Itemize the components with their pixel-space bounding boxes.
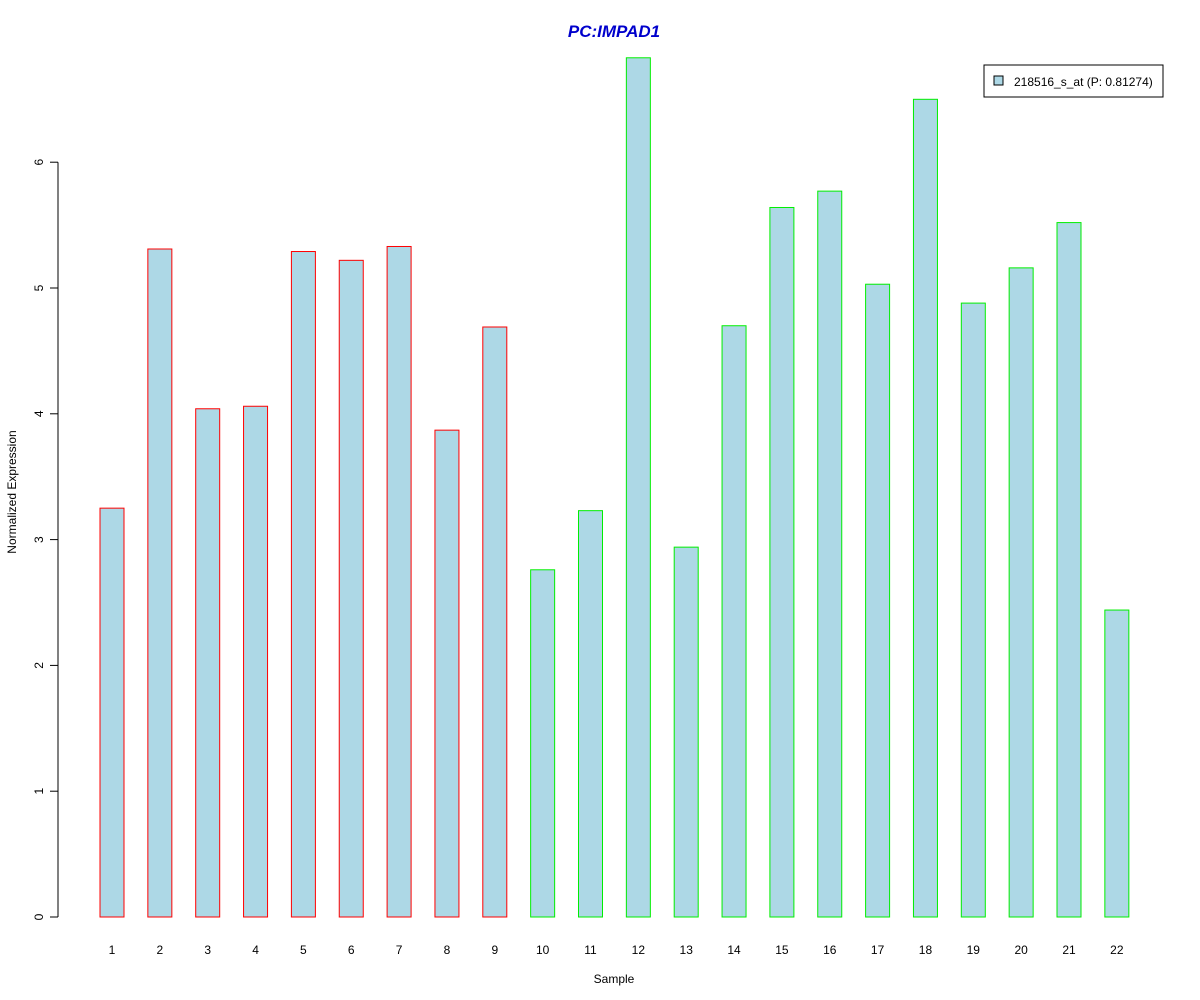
- x-tick-label: 7: [396, 943, 403, 957]
- bar: [960, 302, 986, 918]
- x-tick-label: 20: [1014, 943, 1028, 957]
- y-tick-label: 0: [32, 913, 46, 920]
- x-tick-label: 15: [775, 943, 789, 957]
- bar: [195, 408, 221, 918]
- legend: 218516_s_at (P: 0.81274): [983, 64, 1164, 98]
- bar: [865, 283, 891, 918]
- y-axis: 0 1 2 3 4 5 6: [32, 159, 59, 920]
- bar: [578, 510, 603, 918]
- bar: [99, 507, 125, 918]
- x-tick-label: 18: [919, 943, 933, 957]
- y-tick-label: 2: [32, 662, 46, 669]
- x-tick-label: 8: [444, 943, 451, 957]
- bar: [1008, 267, 1034, 918]
- bars: [99, 57, 1130, 918]
- x-tick-label: 17: [871, 943, 885, 957]
- bar: [290, 251, 316, 918]
- x-tick-label: 1: [109, 943, 116, 957]
- bar: [1104, 609, 1130, 918]
- x-tick-labels: 1 2 3 4 5 6 7 8 9 10 11 12 13 14 15 16 17 18 19 20 21 22: [109, 943, 1124, 957]
- x-tick-label: 5: [300, 943, 307, 957]
- legend-box: [983, 64, 1164, 98]
- x-axis-label: Sample: [594, 972, 635, 986]
- bar: [482, 326, 508, 918]
- y-tick-label: 3: [32, 536, 46, 543]
- chart-title: PC:IMPAD1: [568, 22, 660, 41]
- x-tick-label: 11: [584, 943, 597, 957]
- x-tick-label: 10: [536, 943, 550, 957]
- x-tick-label: 21: [1062, 943, 1076, 957]
- y-tick-label: 5: [32, 284, 46, 291]
- x-tick-label: 13: [680, 943, 694, 957]
- x-tick-label: 6: [348, 943, 355, 957]
- x-tick-label: 3: [204, 943, 211, 957]
- bar: [673, 546, 699, 918]
- bar: [912, 98, 938, 918]
- bar: [434, 429, 460, 918]
- bar: [817, 190, 843, 918]
- y-axis-label: Normalized Expression: [5, 430, 19, 553]
- x-tick-label: 16: [823, 943, 837, 957]
- bar: [386, 245, 412, 918]
- bar: [338, 259, 364, 918]
- bar: [243, 405, 269, 918]
- bar: [530, 569, 556, 918]
- bar: [147, 248, 173, 918]
- x-tick-label: 19: [967, 943, 981, 957]
- x-tick-label: 2: [157, 943, 164, 957]
- legend-label: 218516_s_at (P: 0.81274): [1014, 75, 1153, 89]
- y-tick-label: 6: [32, 159, 46, 166]
- x-tick-label: 4: [252, 943, 259, 957]
- bar: [625, 57, 651, 918]
- bar: [769, 206, 795, 918]
- x-tick-label: 9: [491, 943, 498, 957]
- y-tick-label: 4: [32, 410, 46, 417]
- y-tick-label: 1: [32, 788, 46, 795]
- legend-swatch: [993, 75, 1004, 86]
- x-tick-label: 12: [632, 943, 646, 957]
- x-tick-label: 14: [727, 943, 741, 957]
- x-tick-label: 22: [1110, 943, 1124, 957]
- bar: [1056, 222, 1082, 918]
- bar: [721, 325, 747, 918]
